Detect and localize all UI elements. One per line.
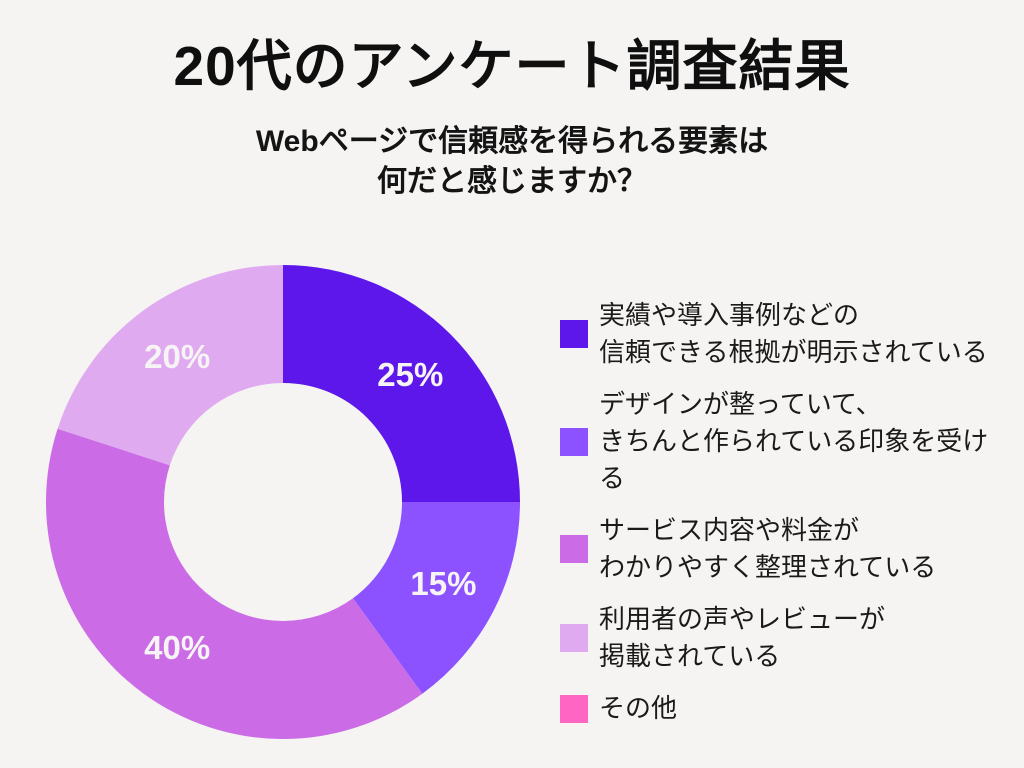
legend-label: 利用者の声やレビューが 掲載されている bbox=[599, 601, 885, 675]
legend-label-line: 掲載されている bbox=[599, 641, 781, 671]
legend-label-line: デザインが整っていて、 bbox=[599, 389, 882, 419]
legend-label: サービス内容や料金がわかりやすく整理されている bbox=[599, 512, 936, 586]
donut-segment-3 bbox=[57, 265, 283, 466]
legend-label: デザインが整っていて、きちんと作られている印象を受ける bbox=[599, 386, 1000, 497]
segment-data-label: 40% bbox=[144, 629, 210, 666]
segment-data-label: 15% bbox=[410, 565, 476, 602]
legend-swatch-icon bbox=[560, 694, 588, 723]
legend-swatch-icon bbox=[560, 624, 588, 652]
legend-label-line: きちんと作られている印象を受ける bbox=[599, 426, 989, 493]
page-subtitle: Webページで信頼感を得られる要素は 何だと感じますか？ bbox=[0, 122, 1024, 202]
legend-item-2: サービス内容や料金がわかりやすく整理されている bbox=[560, 512, 1000, 586]
legend-item-1: デザインが整っていて、きちんと作られている印象を受ける bbox=[560, 386, 1000, 497]
legend-item-3: 利用者の声やレビューが 掲載されている bbox=[560, 601, 1000, 675]
legend-swatch-icon bbox=[560, 535, 588, 563]
legend-item-0: 実績や導入事例などの信頼できる根拠が明示されている bbox=[560, 297, 1000, 371]
donut-segment-1 bbox=[352, 502, 520, 694]
legend-label: その他 bbox=[599, 690, 677, 727]
page-title: 20代のアンケート調査結果 bbox=[173, 35, 851, 97]
legend-label-line: サービス内容や料金が bbox=[599, 515, 860, 545]
donut-chart-svg: 25% 15% 40% 20% bbox=[46, 265, 520, 739]
donut-chart: 25% 15% 40% 20% bbox=[46, 265, 520, 739]
segment-data-label: 25% bbox=[377, 356, 443, 393]
donut-segment-0 bbox=[283, 265, 520, 502]
legend-label-line: その他 bbox=[599, 693, 678, 723]
legend-label-line: 実績や導入事例などの bbox=[599, 300, 860, 330]
legend-label-line: わかりやすく整理されている bbox=[599, 552, 937, 582]
legend-label-line: 利用者の声やレビューが bbox=[599, 604, 886, 634]
chart-legend: 実績や導入事例などの信頼できる根拠が明示されている デザインが整っていて、きちんと… bbox=[560, 297, 1000, 727]
legend-swatch-icon bbox=[560, 320, 588, 348]
legend-label-line: 信頼できる根拠が明示されている bbox=[599, 337, 988, 367]
page-subtitle-line-2: 何だと感じますか？ bbox=[377, 165, 647, 198]
legend-label: 実績や導入事例などの信頼できる根拠が明示されている bbox=[599, 297, 988, 371]
legend-swatch-icon bbox=[560, 427, 588, 456]
donut-segment-2 bbox=[46, 428, 423, 739]
page-subtitle-line-1: Webページで信頼感を得られる要素は bbox=[255, 125, 769, 158]
legend-item-4: その他 bbox=[560, 690, 1000, 727]
segment-data-label: 20% bbox=[144, 338, 210, 375]
